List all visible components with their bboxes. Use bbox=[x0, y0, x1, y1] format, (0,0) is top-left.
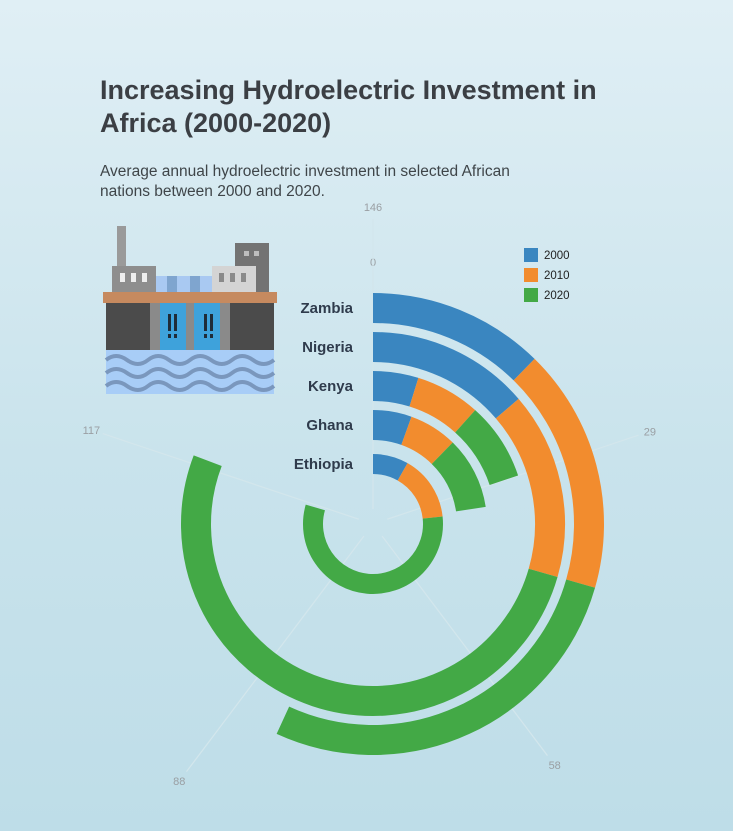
category-label-zambia: Zambia bbox=[300, 300, 353, 317]
category-label-kenya: Kenya bbox=[308, 378, 354, 395]
chart-title: Increasing Hydroelectric Investment in A… bbox=[100, 75, 597, 138]
bar-segment-nigeria-2010 bbox=[495, 398, 565, 578]
legend-swatch-2000 bbox=[524, 248, 538, 262]
bar-segment-zambia-2020 bbox=[276, 579, 596, 755]
category-label-ghana: Ghana bbox=[306, 417, 353, 434]
bar-segments bbox=[181, 293, 604, 755]
bar-segment-zambia-2000 bbox=[372, 293, 535, 381]
tick-label: 88 bbox=[173, 776, 185, 788]
tick-label: 117 bbox=[83, 425, 101, 437]
tick-label: 58 bbox=[549, 760, 561, 772]
bar-segment-ghana-2020 bbox=[431, 442, 486, 512]
legend-label-2000: 2000 bbox=[544, 250, 570, 262]
bar-segment-ghana-2010 bbox=[400, 416, 453, 465]
legend-label-2020: 2020 bbox=[544, 290, 570, 302]
category-label-ethiopia: Ethiopia bbox=[294, 456, 354, 473]
chart-subtitle: Average annual hydroelectric investment … bbox=[100, 163, 510, 200]
category-labels: Zambia Nigeria Kenya Ghana Ethiopia bbox=[294, 300, 354, 473]
legend-label-2010: 2010 bbox=[544, 270, 570, 282]
tick-label: 146 bbox=[364, 202, 382, 214]
bar-segment-ethiopia-2000 bbox=[372, 454, 408, 481]
legend: 2000 2010 2020 bbox=[524, 248, 570, 302]
category-label-nigeria: Nigeria bbox=[302, 339, 354, 356]
bar-segment-ethiopia-2010 bbox=[397, 463, 443, 520]
bar-segment-ghana-2000 bbox=[372, 410, 412, 446]
bar-segment-nigeria-2000 bbox=[372, 332, 519, 419]
bar-segment-kenya-2000 bbox=[372, 371, 419, 407]
bar-segment-kenya-2010 bbox=[409, 377, 476, 433]
bar-segment-zambia-2010 bbox=[513, 358, 604, 588]
bar-segment-kenya-2020 bbox=[454, 410, 519, 486]
legend-swatch-2010 bbox=[524, 268, 538, 282]
bar-segment-nigeria-2020 bbox=[181, 455, 558, 716]
hydroelectric-dam-icon bbox=[103, 226, 277, 394]
legend-swatch-2020 bbox=[524, 288, 538, 302]
tick-line bbox=[102, 433, 359, 520]
tick-label: 29 bbox=[644, 426, 656, 438]
bar-segment-ethiopia-2020 bbox=[303, 504, 443, 594]
